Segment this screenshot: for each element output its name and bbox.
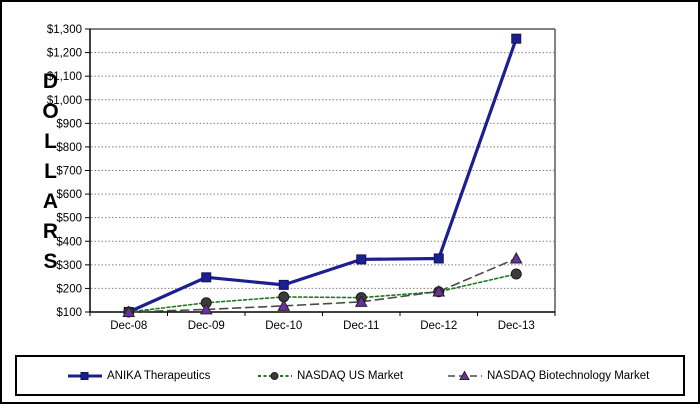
series-line-2: [127, 257, 518, 313]
marker-square: [356, 254, 367, 265]
marker-triangle: [354, 295, 368, 307]
y-tick-label: $700: [56, 166, 82, 178]
marker-square: [201, 272, 212, 283]
y-axis-title: DOLLARS: [39, 70, 62, 280]
marker-triangle: [432, 284, 446, 297]
y-tick-label: $1,100: [47, 71, 82, 83]
marker-square: [511, 33, 522, 44]
y-tick-label: $300: [56, 260, 82, 272]
legend-label-nasdaq-us: NASDAQ US Market: [297, 369, 404, 382]
x-category-label: Dec-10: [265, 320, 302, 332]
legend: ANIKA Therapeutics NASDAQ US Market NASD…: [15, 355, 685, 396]
y-tick-label: $900: [56, 118, 82, 130]
marker-circle: [510, 268, 522, 280]
legend-item-nasdaq-biotech: NASDAQ Biotechnology Market: [447, 357, 649, 394]
x-category-label: Dec-12: [420, 320, 457, 332]
legend-label-anika: ANIKA Therapeutics: [107, 369, 211, 382]
legend-label-nasdaq-biotech: NASDAQ Biotechnology Market: [487, 369, 650, 382]
y-tick-label: $500: [56, 213, 82, 225]
y-tick-label: $200: [56, 283, 82, 295]
marker-triangle: [509, 251, 523, 264]
y-tick-label: $100: [56, 307, 82, 319]
performance-chart: $100 $200 $300 $400 $500 $600 $700 $800 $900 $1,0…: [47, 24, 556, 332]
x-category-label: Dec-13: [498, 320, 535, 332]
marker-triangle: [199, 302, 213, 315]
x-category-label: Dec-11: [343, 320, 379, 332]
legend-item-nasdaq-us: NASDAQ US Market: [257, 357, 403, 394]
legend-item-anika: ANIKA Therapeutics: [67, 357, 210, 394]
y-tick-label: $1,300: [47, 24, 82, 36]
x-category-label: Dec-09: [188, 320, 225, 332]
series-line-1: [127, 273, 518, 313]
y-tick-label: $600: [56, 189, 82, 201]
y-tick-label: $800: [56, 142, 82, 154]
y-tick-label: $400: [56, 236, 82, 248]
marker-square: [278, 279, 289, 290]
nasdaq-biotech-line-swatch-icon: [448, 369, 482, 380]
y-tick-label: $1,000: [47, 95, 82, 107]
nasdaq-us-line-swatch-icon: [258, 371, 292, 380]
x-category-label: Dec-08: [110, 320, 147, 332]
marker-triangle: [277, 299, 291, 311]
marker-triangle: [122, 305, 136, 317]
series-line-0: [127, 37, 518, 314]
marker-square: [433, 253, 444, 264]
anika-line-swatch-icon: [68, 371, 102, 380]
y-tick-label: $1,200: [47, 48, 82, 60]
